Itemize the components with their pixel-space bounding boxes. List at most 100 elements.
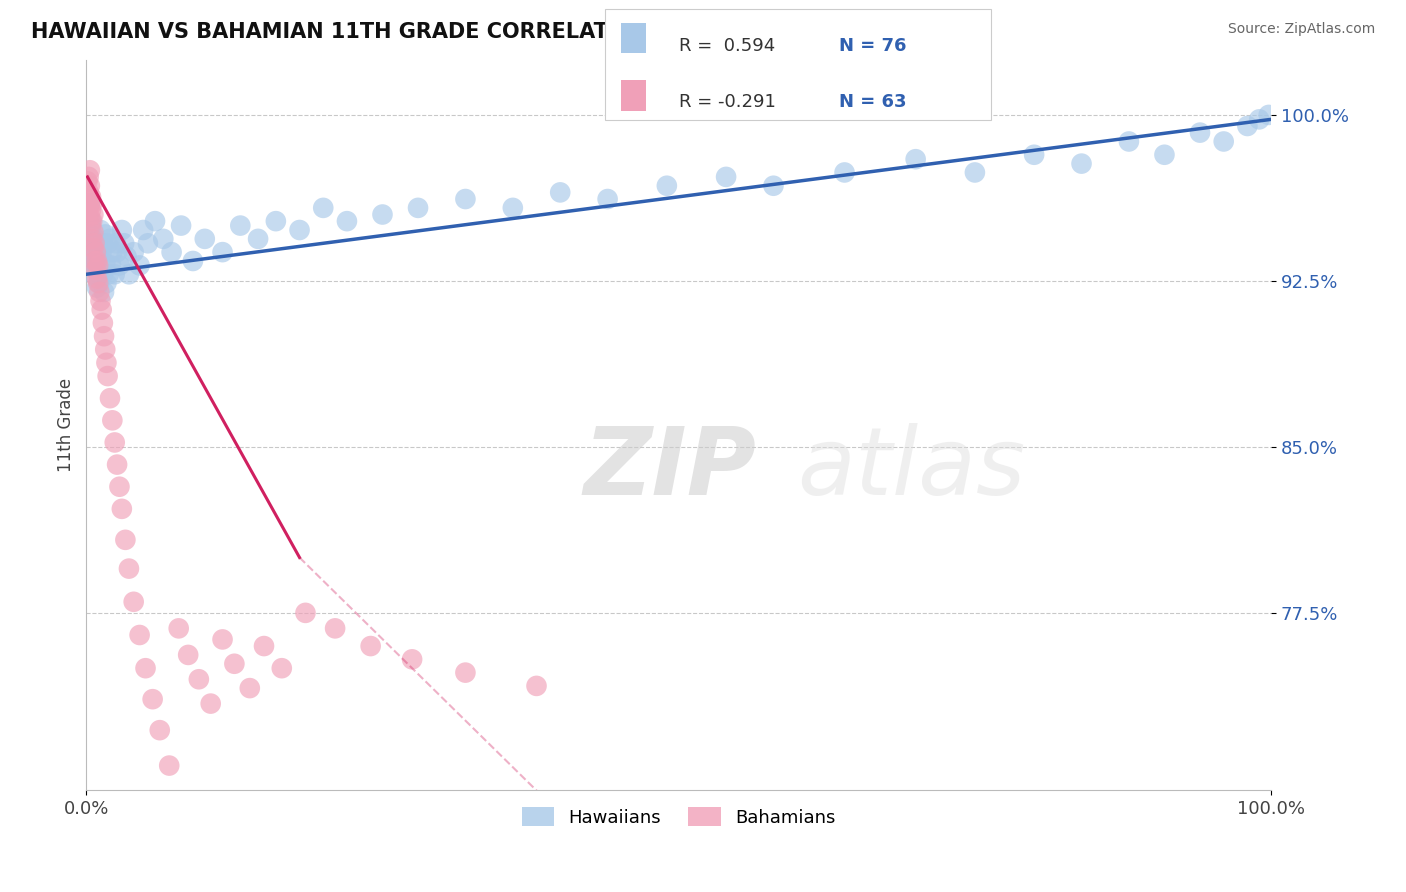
Point	[79, 210, 101, 224]
Point	[239, 681, 262, 695]
Point	[142, 692, 165, 706]
Point	[105, 458, 128, 472]
Point	[114, 533, 136, 547]
Point	[762, 178, 785, 193]
Point	[406, 201, 429, 215]
Point	[97, 369, 120, 384]
Point	[91, 236, 114, 251]
Point	[94, 256, 117, 270]
Point	[89, 293, 111, 308]
Point	[149, 723, 172, 738]
Point	[86, 280, 108, 294]
Point	[97, 236, 120, 251]
Point	[904, 152, 927, 166]
Point	[90, 302, 112, 317]
Point	[1153, 148, 1175, 162]
Point	[83, 250, 105, 264]
Point	[79, 178, 101, 193]
Point	[128, 259, 150, 273]
Point	[312, 201, 335, 215]
Point	[454, 665, 477, 680]
Point	[108, 480, 131, 494]
Text: R =  0.594: R = 0.594	[679, 37, 775, 54]
Point	[87, 276, 110, 290]
Point	[122, 245, 145, 260]
Text: ZIP: ZIP	[583, 423, 756, 515]
Point	[93, 285, 115, 299]
Point	[294, 606, 316, 620]
Point	[834, 165, 856, 179]
Point	[360, 639, 382, 653]
Point	[160, 245, 183, 260]
Point	[714, 169, 737, 184]
Point	[111, 501, 134, 516]
Point	[84, 259, 107, 273]
Point	[136, 236, 159, 251]
Point	[89, 276, 111, 290]
Point	[94, 227, 117, 242]
Point	[90, 245, 112, 260]
Point	[181, 254, 204, 268]
Point	[82, 229, 104, 244]
Text: atlas: atlas	[797, 423, 1025, 514]
Text: N = 63: N = 63	[839, 93, 907, 111]
Point	[211, 632, 233, 647]
Point	[79, 196, 101, 211]
Point	[77, 186, 100, 200]
Point	[128, 628, 150, 642]
Point	[79, 163, 101, 178]
Point	[288, 223, 311, 237]
Point	[167, 621, 190, 635]
Point	[401, 652, 423, 666]
Point	[1070, 156, 1092, 170]
Point	[118, 267, 141, 281]
Point	[77, 169, 100, 184]
Legend: Hawaiians, Bahamians: Hawaiians, Bahamians	[513, 798, 845, 836]
Point	[118, 561, 141, 575]
Point	[502, 201, 524, 215]
Point	[80, 214, 103, 228]
Point	[82, 225, 104, 239]
Point	[108, 259, 131, 273]
Point	[82, 207, 104, 221]
Point	[105, 245, 128, 260]
Point	[80, 203, 103, 218]
Point	[86, 254, 108, 268]
Y-axis label: 11th Grade: 11th Grade	[58, 377, 75, 472]
Point	[200, 697, 222, 711]
Point	[336, 214, 359, 228]
Point	[80, 219, 103, 233]
Text: Source: ZipAtlas.com: Source: ZipAtlas.com	[1227, 22, 1375, 37]
Point	[229, 219, 252, 233]
Point	[97, 267, 120, 281]
Point	[177, 648, 200, 662]
Point	[76, 192, 98, 206]
Text: N = 76: N = 76	[839, 37, 907, 54]
Point	[84, 245, 107, 260]
Point	[1024, 148, 1046, 162]
Point	[104, 236, 127, 251]
Point	[100, 259, 122, 273]
Point	[548, 186, 571, 200]
Point	[115, 250, 138, 264]
Point	[83, 254, 105, 268]
Point	[247, 232, 270, 246]
Point	[94, 343, 117, 357]
Point	[98, 232, 121, 246]
Text: HAWAIIAN VS BAHAMIAN 11TH GRADE CORRELATION CHART: HAWAIIAN VS BAHAMIAN 11TH GRADE CORRELAT…	[31, 22, 735, 42]
Point	[93, 329, 115, 343]
Point	[76, 174, 98, 188]
Point	[963, 165, 986, 179]
Point	[89, 223, 111, 237]
Point	[86, 271, 108, 285]
Point	[253, 639, 276, 653]
Point	[1249, 112, 1271, 127]
Point	[89, 285, 111, 299]
Point	[91, 316, 114, 330]
Point	[82, 196, 104, 211]
Point	[655, 178, 678, 193]
Point	[82, 241, 104, 255]
Point	[80, 190, 103, 204]
Point	[596, 192, 619, 206]
Point	[211, 245, 233, 260]
